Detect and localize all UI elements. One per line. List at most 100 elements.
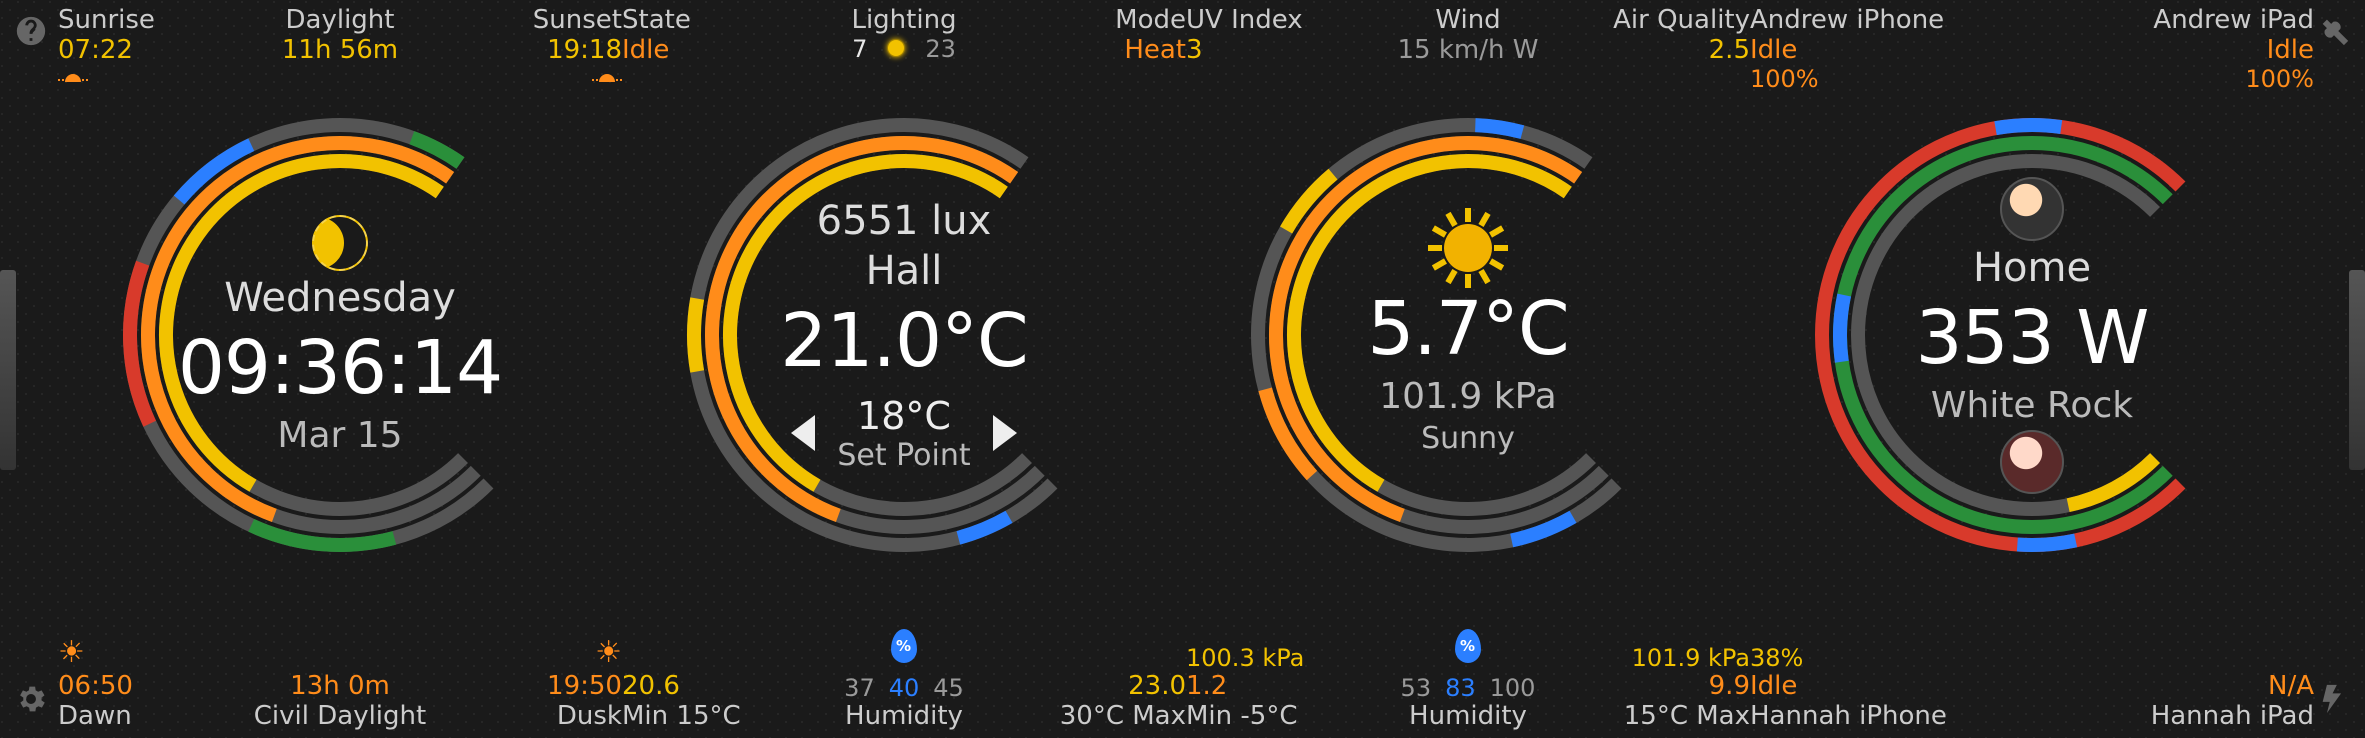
- panel1-big-value: 09:36:14: [178, 325, 502, 411]
- panel1-top-right-label: Sunset: [533, 6, 622, 36]
- panel4-bot-left-above: 38%: [1750, 645, 1803, 673]
- panel2-top-left-value: Idle: [622, 36, 669, 66]
- setpoint-label: Set Point: [837, 438, 970, 473]
- panel2-gauge[interactable]: 6551 luxHall21.0°C 18°CSet Point: [674, 105, 1134, 565]
- panel1-bot-left-value: 06:50: [58, 672, 133, 702]
- panel2-top-mid-cell: Lighting723: [829, 6, 979, 116]
- right-grip[interactable]: [2349, 270, 2365, 470]
- setpoint-value: 18°C: [837, 394, 970, 438]
- panel1-top-left-label: Sunrise: [58, 6, 155, 36]
- panel4-big-value: 353 W: [1916, 295, 2149, 381]
- panel4-top-right-value: Idle: [2267, 36, 2314, 66]
- bulb-icon: [887, 39, 905, 57]
- panel4-top-left-cell: Andrew iPhoneIdle100%: [1750, 6, 1944, 116]
- panel4-top-right-sub: 100%: [2245, 66, 2314, 94]
- panel3-top-right-cell: Air Quality2.5: [1600, 6, 1750, 116]
- panel3-big-value: 5.7°C: [1367, 286, 1568, 372]
- panel1-bot-mid-label: Civil Daylight: [254, 702, 426, 732]
- panel3-bot-left-above: 100.3 kPa: [1186, 645, 1304, 673]
- panel3-top-left-cell: UV Index3: [1186, 6, 1336, 116]
- sunrise-icon: [58, 72, 88, 92]
- sun-icon: [1434, 214, 1502, 282]
- panel1-bot-right-label: Dusk: [557, 702, 622, 732]
- panel3-top-left-value: 3: [1186, 36, 1203, 66]
- panel2-bot-right-label: 30°C Max: [1060, 702, 1186, 732]
- panel4-bot-right-cell: N/AHannah iPad: [2151, 622, 2314, 732]
- panel2-big-value: 21.0°C: [780, 298, 1027, 384]
- panel1-bot-left-label: Dawn: [58, 702, 132, 732]
- panel3-line2: 101.9 kPa: [1379, 376, 1557, 417]
- panel4-line1: Home: [1973, 245, 2091, 291]
- panel1-gauge[interactable]: Wednesday09:36:14Mar 15: [110, 105, 570, 565]
- panel2-bot-left-label: Min 15°C: [622, 702, 741, 732]
- panel3-top-mid-cell: Wind15 km/h W: [1393, 6, 1543, 116]
- panel2-line1: 6551 lux: [817, 198, 992, 244]
- panel3-bot-mid-cell: 5383100Humidity: [1393, 622, 1543, 732]
- panel3-bot-left-label: Min -5°C: [1186, 702, 1297, 732]
- panel2-top-right-label: Mode: [1115, 6, 1186, 36]
- panel1: Sunrise07:22 Daylight11h 56m Sunset19:18 We…: [58, 0, 622, 738]
- panel2-line1b: Hall: [866, 248, 943, 294]
- panel3-gauge[interactable]: 5.7°C101.9 kPa Sunny: [1238, 105, 1698, 565]
- panel4-top-left-value: Idle: [1750, 36, 1797, 66]
- panel1-bot-mid-value: 13h 0m: [290, 672, 390, 702]
- panel4-top-right-label: Andrew iPad: [2153, 6, 2314, 36]
- panel3-top-right-label: Air Quality: [1613, 6, 1750, 36]
- panel1-top-mid-cell: Daylight11h 56m: [265, 6, 415, 116]
- panel4-bot-left-label: Hannah iPhone: [1750, 702, 1947, 732]
- panel3-center: 5.7°C101.9 kPa Sunny: [1238, 105, 1698, 565]
- panel2: StateIdleLighting723ModeHeat6551 luxHall…: [622, 0, 1186, 738]
- panel3-bot-right-label: 15°C Max: [1624, 702, 1750, 732]
- panel4-bot-left-cell: 38%IdleHannah iPhone: [1750, 622, 1947, 732]
- panel4-top-right-cell: Andrew iPadIdle100%: [2153, 6, 2314, 116]
- panel1-line1: Wednesday: [224, 275, 456, 321]
- setpoint-up-button[interactable]: [993, 415, 1017, 451]
- panel2-bot-right-cell: 23.030°C Max: [1036, 622, 1186, 732]
- panel1-bot-right-value: 19:50: [547, 672, 622, 702]
- panel1-bot-mid-cell: 13h 0mCivil Daylight: [254, 622, 426, 732]
- panel1-line2: Mar 15: [277, 415, 402, 456]
- panel4-top-left-sub: 100%: [1750, 66, 1819, 94]
- dawn-icon: ☀: [58, 638, 85, 668]
- gear-icon[interactable]: [14, 682, 48, 724]
- bolt-icon[interactable]: [2317, 682, 2351, 724]
- panel4-center: Home353 WWhite Rock: [1802, 105, 2262, 565]
- panel3: UV Index3Wind15 km/h WAir Quality2.55.7°…: [1186, 0, 1750, 738]
- panel2-bot-right-value: 23.0: [1128, 672, 1186, 702]
- panel4-bot-right-value: N/A: [2268, 672, 2314, 702]
- panel3-bot-left-value: 1.2: [1186, 672, 1227, 702]
- panel3-bot-left-cell: 100.3 kPa1.2Min -5°C: [1186, 622, 1336, 732]
- panel3-top-right-value: 2.5: [1709, 36, 1750, 66]
- panel4-bot-right-label: Hannah iPad: [2151, 702, 2314, 732]
- panel4-gauge[interactable]: Home353 WWhite Rock: [1802, 105, 2262, 565]
- panel1-top-mid-label: Daylight: [286, 6, 395, 36]
- panel3-top-mid-label: Wind: [1435, 6, 1500, 36]
- humidity-icon: [1455, 629, 1481, 663]
- panel2-top-left-cell: StateIdle: [622, 6, 772, 116]
- avatar-andrew[interactable]: [2000, 177, 2064, 241]
- panel1-bot-left-cell: ☀ 06:50Dawn: [58, 622, 208, 732]
- avatar-hannah[interactable]: [2000, 430, 2064, 494]
- panel3-bot-right-value: 9.9: [1709, 672, 1750, 702]
- dusk-icon: ☀: [595, 638, 622, 668]
- panel1-top-left-cell: Sunrise07:22: [58, 6, 208, 116]
- help-icon[interactable]: [14, 14, 48, 56]
- setpoint-down-button[interactable]: [791, 415, 815, 451]
- panel1-top-mid-value: 11h 56m: [282, 36, 398, 66]
- panel2-bot-left-cell: 20.6Min 15°C: [622, 622, 772, 732]
- panel3-line3: Sunny: [1421, 421, 1515, 456]
- humidity-icon: [891, 629, 917, 663]
- panel2-top-right-value: Heat: [1124, 36, 1186, 66]
- panel1-top-right-value: 19:18: [547, 36, 622, 66]
- panel1-top-left-value: 07:22: [58, 36, 133, 66]
- panel3-top-left-label: UV Index: [1186, 6, 1303, 36]
- panel2-bot-left-value: 20.6: [622, 672, 680, 702]
- panel2-top-right-cell: ModeHeat: [1036, 6, 1186, 116]
- panel4-top-left-label: Andrew iPhone: [1750, 6, 1944, 36]
- left-grip[interactable]: [0, 270, 16, 470]
- panel4-line2: White Rock: [1931, 385, 2133, 426]
- panel3-top-mid-value: 15 km/h W: [1398, 36, 1539, 66]
- sunrise-icon: [592, 72, 622, 92]
- panel2-bot-mid-cell: 374045Humidity: [829, 622, 979, 732]
- tools-icon[interactable]: [2317, 14, 2351, 56]
